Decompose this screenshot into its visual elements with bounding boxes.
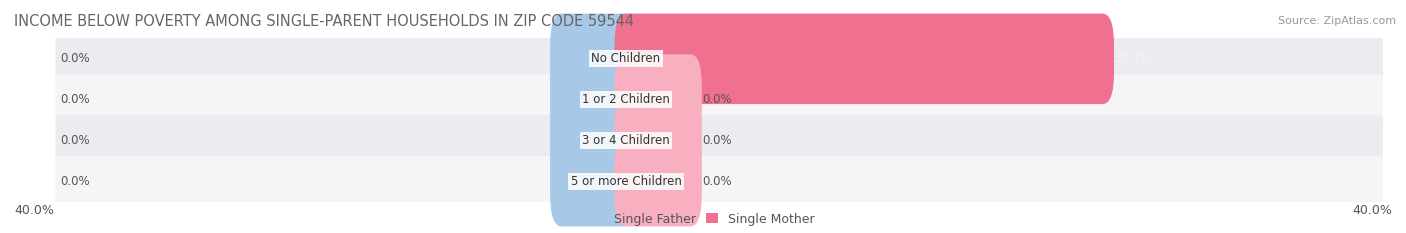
Text: 1 or 2 Children: 1 or 2 Children (582, 93, 669, 106)
Text: 0.0%: 0.0% (60, 52, 90, 65)
FancyBboxPatch shape (550, 95, 637, 186)
FancyBboxPatch shape (56, 34, 1382, 84)
Text: 40.0%: 40.0% (1353, 204, 1392, 217)
Text: 0.0%: 0.0% (702, 134, 731, 147)
Text: 0.0%: 0.0% (702, 175, 731, 188)
Text: 5 or more Children: 5 or more Children (571, 175, 682, 188)
FancyBboxPatch shape (56, 156, 1382, 206)
Text: No Children: No Children (592, 52, 661, 65)
Text: 3 or 4 Children: 3 or 4 Children (582, 134, 669, 147)
Text: 33.3%: 33.3% (1114, 52, 1152, 65)
FancyBboxPatch shape (614, 136, 702, 226)
Text: 40.0%: 40.0% (14, 204, 53, 217)
Text: Source: ZipAtlas.com: Source: ZipAtlas.com (1278, 16, 1396, 26)
FancyBboxPatch shape (550, 14, 637, 104)
FancyBboxPatch shape (614, 54, 702, 145)
Text: 0.0%: 0.0% (60, 175, 90, 188)
Legend: Single Father, Single Mother: Single Father, Single Mother (591, 212, 815, 226)
FancyBboxPatch shape (56, 74, 1382, 125)
FancyBboxPatch shape (614, 14, 1114, 104)
Text: INCOME BELOW POVERTY AMONG SINGLE-PARENT HOUSEHOLDS IN ZIP CODE 59544: INCOME BELOW POVERTY AMONG SINGLE-PARENT… (14, 14, 634, 29)
Text: 0.0%: 0.0% (60, 93, 90, 106)
FancyBboxPatch shape (56, 115, 1382, 166)
Text: 0.0%: 0.0% (60, 134, 90, 147)
FancyBboxPatch shape (550, 136, 637, 226)
Text: 0.0%: 0.0% (702, 93, 731, 106)
FancyBboxPatch shape (614, 95, 702, 186)
FancyBboxPatch shape (550, 54, 637, 145)
